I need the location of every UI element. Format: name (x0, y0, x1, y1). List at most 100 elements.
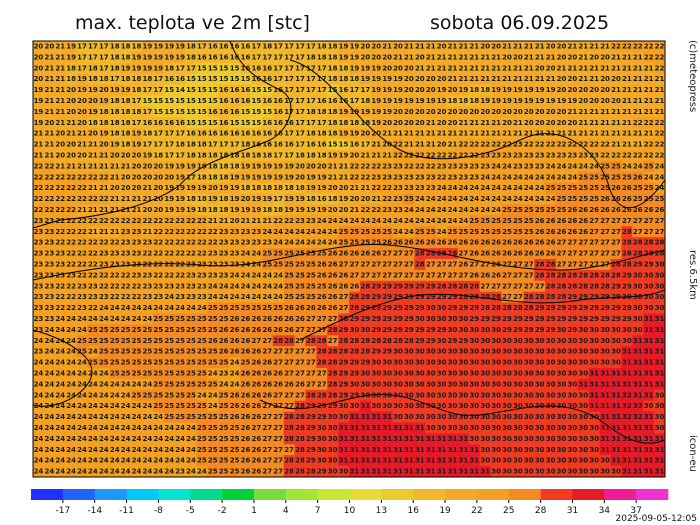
cell-fill (523, 51, 535, 64)
cell-fill (414, 237, 426, 249)
cell-fill (174, 215, 186, 227)
cell-value: 18 (317, 151, 327, 159)
cell-fill (283, 204, 295, 216)
cell-value: 24 (328, 239, 338, 247)
cell-fill (577, 357, 590, 369)
colorbar-label: -14 (87, 506, 102, 516)
cell-value: 21 (219, 217, 229, 225)
cell-fill (305, 466, 317, 478)
cell-value: 17 (186, 64, 196, 72)
cell-value: 22 (426, 162, 436, 170)
cell-value: 25 (175, 391, 185, 399)
cell-fill (87, 95, 99, 107)
cell-value: 21 (502, 130, 512, 138)
cell-value: 24 (44, 337, 54, 345)
cell-value: 20 (153, 206, 163, 214)
cell-fill (403, 422, 415, 434)
cell-value: 25 (175, 369, 185, 377)
cell-fill (632, 117, 644, 129)
cell-value: 22 (34, 162, 44, 170)
cell-value: 16 (241, 86, 251, 94)
cell-value: 21 (513, 119, 523, 127)
cell-value: 20 (132, 184, 142, 192)
cell-value: 18 (480, 86, 490, 94)
cell-value: 27 (611, 250, 621, 258)
cell-value: 26 (252, 446, 262, 454)
cell-value: 25 (197, 424, 207, 432)
cell-fill (65, 41, 77, 53)
cell-value: 22 (77, 228, 87, 236)
cell-fill (523, 324, 535, 336)
cell-value: 28 (328, 380, 338, 388)
cell-value: 24 (557, 162, 567, 170)
cell-fill (588, 269, 601, 282)
cell-fill (305, 378, 317, 391)
cell-value: 26 (535, 228, 545, 236)
cell-value: 24 (55, 380, 65, 388)
cell-fill (54, 466, 67, 478)
cell-value: 26 (469, 250, 479, 258)
cell-fill (457, 139, 470, 151)
cell-fill (566, 455, 579, 467)
cell-fill (610, 41, 622, 53)
cell-value: 25 (459, 228, 469, 236)
cell-value: 25 (153, 369, 163, 377)
cell-fill (338, 455, 350, 467)
cell-value: 24 (132, 413, 142, 421)
cell-value: 21 (568, 130, 578, 138)
cell-value: 26 (262, 391, 272, 399)
cell-fill (141, 106, 154, 118)
cell-value: 18 (241, 184, 251, 192)
cell-value: 31 (611, 435, 621, 443)
cell-fill (359, 84, 372, 96)
cell-value: 18 (197, 141, 207, 149)
cell-fill (152, 346, 165, 358)
cell-fill (654, 62, 666, 75)
cell-fill (174, 302, 186, 314)
cell-fill (218, 259, 230, 271)
cell-value: 18 (219, 173, 229, 181)
cell-fill (654, 248, 666, 260)
cell-fill (185, 466, 197, 478)
cell-value: 24 (295, 239, 305, 247)
cell-fill (218, 378, 230, 391)
cell-value: 23 (143, 271, 153, 279)
cell-fill (250, 117, 263, 129)
cell-fill (523, 73, 535, 85)
cell-value: 21 (55, 119, 65, 127)
cell-fill (403, 139, 415, 151)
cell-value: 22 (44, 162, 54, 170)
cell-fill (490, 117, 502, 129)
cell-fill (141, 193, 154, 205)
cell-fill (174, 280, 186, 293)
cell-value: 24 (77, 424, 87, 432)
cell-value: 24 (110, 446, 120, 454)
cell-value: 19 (339, 195, 349, 203)
cell-value: 29 (568, 326, 578, 334)
cell-value: 30 (600, 337, 610, 345)
cell-value: 21 (339, 173, 349, 181)
cell-value: 25 (77, 337, 87, 345)
cell-fill (152, 193, 165, 205)
cell-value: 20 (611, 75, 621, 83)
cell-fill (250, 182, 263, 194)
cell-value: 28 (339, 337, 349, 345)
cell-fill (141, 237, 154, 249)
cell-fill (174, 269, 186, 282)
cell-fill (131, 324, 143, 336)
cell-value: 26 (230, 413, 240, 421)
cell-fill (141, 73, 154, 85)
cell-value: 15 (219, 64, 229, 72)
cell-fill (283, 378, 295, 391)
cell-value: 27 (404, 271, 414, 279)
cell-fill (566, 280, 579, 293)
cell-value: 26 (611, 206, 621, 214)
cell-value: 16 (252, 75, 262, 83)
cell-value: 27 (295, 369, 305, 377)
cell-value: 30 (535, 424, 545, 432)
cell-value: 31 (371, 457, 381, 465)
cell-value: 18 (132, 42, 142, 50)
cell-fill (120, 95, 132, 107)
cell-fill (643, 160, 655, 173)
cell-value: 24 (252, 293, 262, 301)
